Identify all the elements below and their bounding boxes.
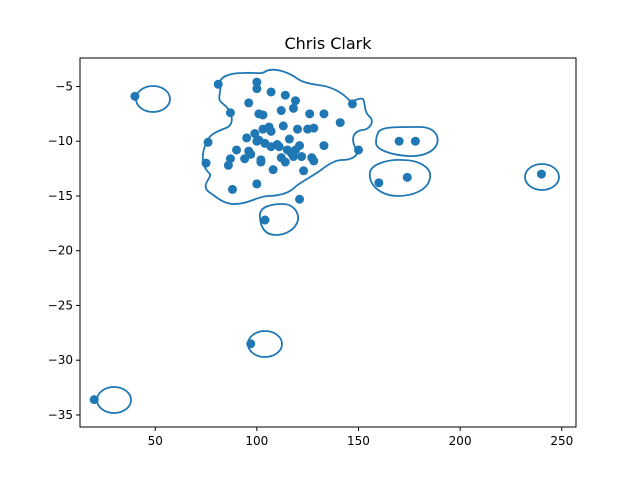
data-point: [89, 395, 99, 405]
data-point: [260, 215, 270, 225]
contour-east-b: [369, 159, 431, 197]
data-point: [250, 129, 260, 139]
data-point: [347, 99, 357, 109]
data-point: [252, 77, 262, 87]
data-point: [295, 141, 305, 151]
data-point: [284, 134, 294, 144]
data-point: [309, 156, 319, 166]
data-point: [278, 121, 288, 131]
contour-far-east-isolate: [524, 163, 560, 191]
data-point: [290, 96, 300, 106]
scatter-points: [89, 77, 546, 405]
data-point: [213, 79, 223, 89]
data-point: [244, 98, 254, 108]
data-point: [266, 126, 276, 136]
data-point: [242, 133, 252, 143]
y-tick-label: −15: [48, 189, 73, 203]
data-point: [258, 110, 268, 120]
data-point: [305, 109, 315, 119]
data-point: [256, 157, 266, 167]
y-axis-ticks: −5 −10 −15 −20 −25 −30 −35: [48, 79, 80, 422]
data-point: [276, 106, 286, 116]
x-axis-ticks: 50 100 150 200 250: [148, 427, 573, 448]
data-point: [299, 166, 309, 176]
data-point: [335, 118, 345, 128]
contour-east-a: [375, 126, 439, 157]
data-point: [280, 157, 290, 167]
x-tick-label: 250: [550, 434, 573, 448]
x-tick-label: 50: [148, 434, 163, 448]
y-tick-label: −30: [48, 353, 73, 367]
y-tick-label: −25: [48, 298, 73, 312]
data-point: [246, 339, 256, 349]
data-point: [266, 87, 276, 97]
chart-title: Chris Clark: [284, 34, 372, 53]
data-point: [246, 149, 256, 159]
data-point: [319, 109, 329, 119]
data-point: [394, 136, 404, 146]
density-contours: [96, 68, 560, 414]
data-point: [288, 103, 298, 113]
data-point: [374, 178, 384, 188]
x-tick-label: 100: [245, 434, 268, 448]
data-point: [130, 91, 140, 101]
contour-lower-tail: [259, 203, 299, 236]
y-tick-label: −35: [48, 408, 73, 422]
data-point: [410, 136, 420, 146]
data-point: [252, 179, 262, 189]
axes-frame: [79, 57, 577, 428]
data-point: [252, 84, 262, 94]
data-point: [280, 90, 290, 100]
data-point: [536, 169, 546, 179]
data-point: [402, 172, 412, 182]
y-tick-label: −20: [48, 244, 73, 258]
data-point: [319, 141, 329, 151]
contour-main-cluster: [201, 68, 373, 205]
data-point: [274, 142, 284, 152]
data-point: [293, 124, 303, 134]
x-tick-label: 150: [347, 434, 370, 448]
data-point: [295, 194, 305, 204]
x-tick-label: 200: [449, 434, 472, 448]
data-point: [309, 123, 319, 133]
data-point: [227, 184, 237, 194]
data-point: [353, 145, 363, 155]
data-point: [232, 145, 242, 155]
y-tick-label: −5: [55, 79, 73, 93]
data-point: [225, 154, 235, 164]
y-tick-label: −10: [48, 134, 73, 148]
data-point: [225, 108, 235, 118]
data-point: [297, 152, 307, 162]
data-point: [203, 137, 213, 147]
data-point: [268, 165, 278, 175]
data-point: [201, 158, 211, 168]
